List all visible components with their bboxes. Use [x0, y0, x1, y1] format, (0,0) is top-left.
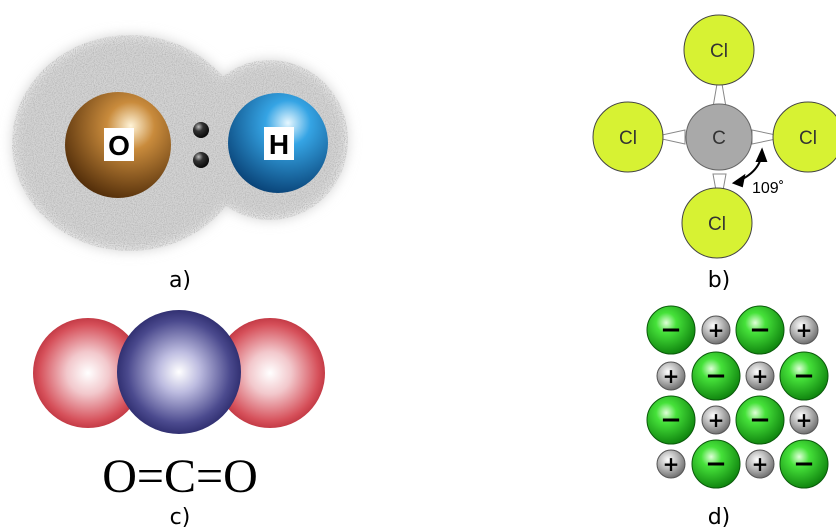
- anion: −: [779, 351, 829, 401]
- oxygen-atom-left: [33, 318, 143, 428]
- anion: −: [735, 305, 785, 355]
- panel-d-ionic-lattice: − + − ++ − + −− + − ++ − + − d): [646, 305, 829, 528]
- anion-sign: −: [749, 315, 771, 345]
- panel-a-caption: a): [169, 268, 191, 293]
- carbon-atom: C: [685, 103, 753, 171]
- anion: −: [691, 351, 741, 401]
- cl-atom-right: Cl: [772, 101, 836, 173]
- electron-pair-dots-icon: [193, 122, 209, 168]
- bond-angle-arrow-icon: [731, 147, 768, 188]
- cl-atom-bottom: Cl: [681, 187, 753, 259]
- co2-formula: O=C=O: [102, 450, 257, 503]
- cation-sign: +: [708, 318, 725, 342]
- oxygen-atom-right: [215, 318, 325, 428]
- anion-sign: −: [749, 405, 771, 435]
- anion-sign: −: [793, 449, 815, 479]
- svg-text:C: C: [712, 128, 726, 149]
- cation: +: [789, 405, 819, 435]
- cation: +: [656, 361, 686, 391]
- anion-sign: −: [705, 449, 727, 479]
- svg-text:Cl: Cl: [710, 41, 728, 62]
- anion: −: [646, 395, 696, 445]
- anion: −: [779, 439, 829, 489]
- svg-text:Cl: Cl: [619, 128, 637, 149]
- ion-lattice: − + − ++ − + −− + − ++ − + −: [646, 305, 829, 489]
- cation: +: [789, 315, 819, 345]
- cation: +: [745, 361, 775, 391]
- anion: −: [646, 305, 696, 355]
- anion-sign: −: [793, 361, 815, 391]
- anion-sign: −: [660, 315, 682, 345]
- cation-sign: +: [663, 452, 680, 476]
- oxygen-symbol: O: [108, 130, 130, 161]
- hydrogen-atom: H: [228, 93, 328, 193]
- cation-sign: +: [796, 408, 813, 432]
- panel-b-caption: b): [708, 268, 731, 293]
- svg-text:Cl: Cl: [708, 214, 726, 235]
- hydrogen-symbol: H: [269, 129, 289, 160]
- anion-sign: −: [705, 361, 727, 391]
- cation: +: [701, 315, 731, 345]
- anion: −: [691, 439, 741, 489]
- cation-sign: +: [752, 452, 769, 476]
- panel-c-carbon-dioxide: O=C=O c): [33, 310, 325, 528]
- cation: +: [701, 405, 731, 435]
- panel-a-oxygen-hydrogen: O H a): [12, 35, 348, 293]
- panel-c-caption: c): [170, 505, 191, 528]
- cation-sign: +: [708, 408, 725, 432]
- anion-sign: −: [660, 405, 682, 435]
- svg-text:Cl: Cl: [799, 128, 817, 149]
- anion: −: [735, 395, 785, 445]
- cation-sign: +: [663, 364, 680, 388]
- cation: +: [656, 449, 686, 479]
- cl-atom-left: Cl: [592, 101, 664, 173]
- cation-sign: +: [752, 364, 769, 388]
- panel-d-caption: d): [708, 505, 731, 528]
- oxygen-atom: O: [65, 92, 171, 198]
- panel-b-carbon-tetrachloride: Cl Cl Cl Cl C 109˚ b): [592, 14, 836, 293]
- cation: +: [745, 449, 775, 479]
- cation-sign: +: [796, 318, 813, 342]
- bond-angle-label: 109˚: [752, 180, 784, 197]
- cl-atom-top: Cl: [683, 14, 755, 86]
- carbon-atom-center: [117, 310, 241, 434]
